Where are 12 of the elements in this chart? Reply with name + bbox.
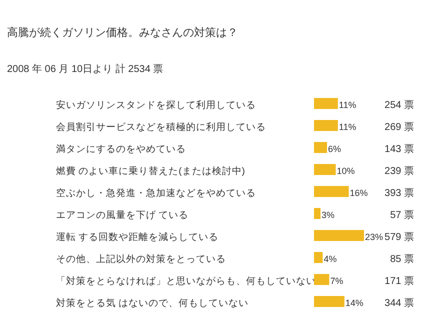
annotation: 57 票: [390, 210, 414, 221]
annotation: 344 票: [384, 298, 414, 309]
annotation: 143 票: [384, 144, 414, 155]
annotation: 579 票: [384, 232, 414, 243]
annotation: 393 票: [384, 188, 414, 199]
annotation: 85 票: [390, 254, 414, 265]
title: 高騰が続くガソリン価格。みなさんの対策は？: [7, 27, 238, 39]
annotation: 171 票: [384, 276, 414, 287]
subtitle: 2008 年 06 月 10日より 計 2534 票: [7, 64, 164, 75]
annotation: 269 票: [384, 122, 414, 133]
annotation: 254 票: [384, 100, 414, 111]
annotation: 239 票: [384, 166, 414, 177]
